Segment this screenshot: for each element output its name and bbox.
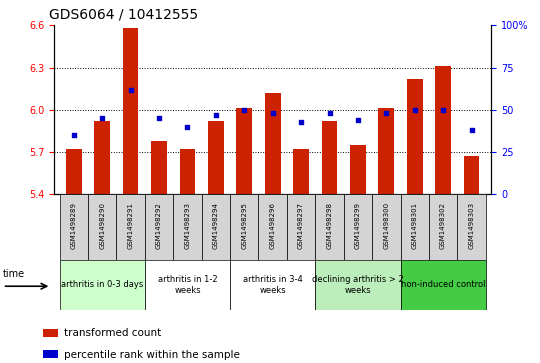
Bar — [180, 149, 195, 194]
Bar — [350, 145, 366, 194]
Point — [297, 119, 306, 125]
Bar — [202, 194, 230, 260]
Bar — [401, 194, 429, 260]
Text: GSM1498297: GSM1498297 — [298, 202, 304, 249]
Bar — [237, 109, 252, 194]
Point — [268, 110, 277, 116]
Point — [155, 115, 164, 121]
Text: GSM1498300: GSM1498300 — [383, 202, 389, 249]
Point — [410, 107, 419, 113]
Bar — [293, 149, 309, 194]
Text: GSM1498295: GSM1498295 — [241, 202, 247, 249]
Text: GSM1498303: GSM1498303 — [469, 202, 475, 249]
Bar — [173, 194, 202, 260]
Text: percentile rank within the sample: percentile rank within the sample — [64, 350, 240, 359]
Text: time: time — [3, 269, 25, 279]
Point — [354, 117, 362, 123]
Bar — [401, 260, 485, 310]
Point — [240, 107, 248, 113]
Text: GDS6064 / 10412555: GDS6064 / 10412555 — [49, 8, 198, 22]
Bar — [343, 194, 372, 260]
Bar — [145, 260, 230, 310]
Text: GSM1498296: GSM1498296 — [269, 202, 276, 249]
Bar — [88, 194, 117, 260]
Text: arthritis in 1-2
weeks: arthritis in 1-2 weeks — [158, 275, 217, 295]
Bar — [315, 194, 343, 260]
Point — [382, 110, 390, 116]
Text: arthritis in 3-4
weeks: arthritis in 3-4 weeks — [243, 275, 302, 295]
Bar — [259, 194, 287, 260]
Text: GSM1498289: GSM1498289 — [71, 202, 77, 249]
Text: GSM1498292: GSM1498292 — [156, 202, 162, 249]
Bar — [265, 93, 280, 194]
Text: arthritis in 0-3 days: arthritis in 0-3 days — [61, 281, 144, 289]
Bar — [464, 156, 480, 194]
Text: transformed count: transformed count — [64, 328, 161, 338]
Bar — [429, 194, 457, 260]
Bar — [151, 141, 167, 194]
Bar — [230, 194, 259, 260]
Point — [183, 124, 192, 130]
Bar — [66, 149, 82, 194]
Text: GSM1498293: GSM1498293 — [185, 202, 191, 249]
Text: GSM1498301: GSM1498301 — [411, 202, 418, 249]
Point — [98, 115, 106, 121]
Bar — [60, 194, 88, 260]
Point — [467, 127, 476, 133]
Text: non-induced control: non-induced control — [401, 281, 485, 289]
Bar — [315, 260, 401, 310]
Bar — [94, 121, 110, 194]
Bar — [145, 194, 173, 260]
Bar — [208, 121, 224, 194]
Bar — [322, 121, 338, 194]
Point — [126, 87, 135, 93]
Text: GSM1498294: GSM1498294 — [213, 202, 219, 249]
Point — [439, 107, 448, 113]
Bar — [60, 260, 145, 310]
Bar — [379, 109, 394, 194]
Text: GSM1498299: GSM1498299 — [355, 202, 361, 249]
Bar — [117, 194, 145, 260]
Bar — [457, 194, 485, 260]
Bar — [372, 194, 401, 260]
Bar — [123, 28, 138, 194]
Text: GSM1498290: GSM1498290 — [99, 202, 105, 249]
Text: GSM1498298: GSM1498298 — [327, 202, 333, 249]
Bar — [407, 79, 422, 194]
Point — [70, 132, 78, 138]
Bar — [43, 350, 58, 358]
Text: GSM1498291: GSM1498291 — [127, 202, 134, 249]
Bar — [435, 66, 451, 194]
Point — [212, 112, 220, 118]
Point — [325, 110, 334, 116]
Bar — [230, 260, 315, 310]
Bar — [43, 329, 58, 337]
Bar — [287, 194, 315, 260]
Text: declining arthritis > 2
weeks: declining arthritis > 2 weeks — [312, 275, 404, 295]
Text: GSM1498302: GSM1498302 — [440, 202, 446, 249]
